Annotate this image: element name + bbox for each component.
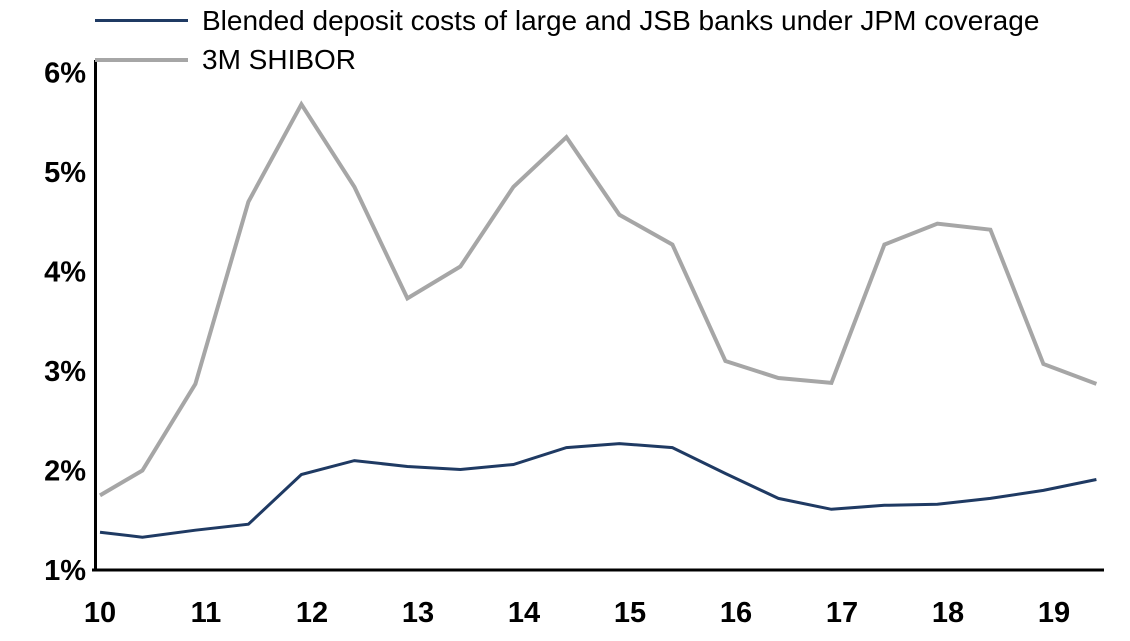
- x-tick-label: 12: [296, 597, 328, 629]
- series-line-1: [98, 100, 1098, 498]
- y-tick-label: 1%: [44, 555, 86, 587]
- y-tick-label: 4%: [44, 257, 86, 289]
- chart-legend: Blended deposit costs of large and JSB b…: [95, 1, 1039, 79]
- x-tick-label: 11: [191, 597, 222, 629]
- x-tick-label: 17: [826, 597, 858, 629]
- legend-label-shibor: 3M SHIBOR: [202, 43, 357, 75]
- x-tick-label: 13: [402, 597, 434, 629]
- x-tick-label: 15: [614, 597, 646, 629]
- y-tick-label: 5%: [44, 157, 86, 189]
- y-tick-label: 2%: [44, 456, 86, 488]
- y-tick-label: 6%: [44, 58, 86, 90]
- shibor-line-swatch: [95, 57, 188, 62]
- x-tick-label: 18: [932, 597, 964, 629]
- legend-label-deposit-costs: Blended deposit costs of large and JSB b…: [202, 4, 1040, 36]
- deposit-costs-line-swatch: [95, 19, 188, 22]
- x-tick-label: 16: [720, 597, 752, 629]
- legend-item-deposit-costs: Blended deposit costs of large and JSB b…: [95, 1, 1039, 40]
- x-tick-label: 19: [1038, 597, 1070, 629]
- y-tick-label: 3%: [44, 356, 86, 388]
- x-tick-label: 14: [508, 597, 540, 629]
- x-tick-label: 10: [84, 597, 116, 629]
- legend-item-shibor: 3M SHIBOR: [95, 40, 1039, 79]
- series-line-0: [99, 442, 1097, 539]
